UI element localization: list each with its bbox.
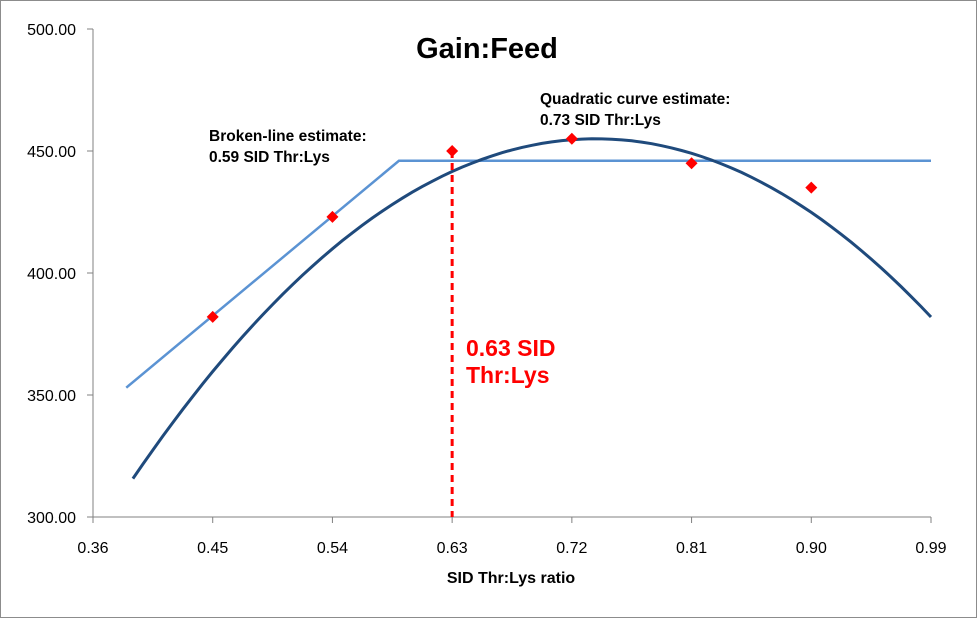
data-point	[805, 181, 818, 194]
y-tick-label: 350.00	[27, 388, 76, 405]
x-tick-label: 0.81	[676, 540, 707, 557]
data-point	[685, 157, 698, 170]
data-point	[326, 210, 339, 223]
quadratic-curve-series	[131, 137, 933, 480]
reference-label-line1: 0.63 SID	[466, 335, 556, 361]
y-tick-label: 500.00	[27, 22, 76, 39]
x-tick-label: 0.36	[77, 540, 108, 557]
x-tick-label: 0.45	[197, 540, 228, 557]
broken-line-annotation-line2: 0.59 SID Thr:Lys	[209, 149, 330, 166]
broken-line-annotation-line1: Broken-line estimate:	[209, 128, 367, 145]
y-tick-label: 450.00	[27, 144, 76, 161]
y-tick-label: 300.00	[27, 510, 76, 527]
data-point	[206, 310, 219, 323]
data-point	[446, 145, 459, 157]
quadratic-annotation-line2: 0.73 SID Thr:Lys	[540, 112, 661, 129]
x-tick-label: 0.63	[437, 540, 468, 557]
quadratic-annotation-line1: Quadratic curve estimate:	[540, 91, 730, 108]
x-axis-label: SID Thr:Lys ratio	[447, 570, 576, 587]
x-tick-label: 0.72	[556, 540, 587, 557]
x-tick-label: 0.54	[317, 540, 348, 557]
broken-line-series	[125, 159, 931, 389]
data-point	[565, 132, 578, 145]
y-tick-label: 400.00	[27, 266, 76, 283]
x-tick-label: 0.90	[796, 540, 827, 557]
reference-label-line2: Thr:Lys	[466, 362, 550, 388]
x-tick-label: 0.99	[915, 540, 946, 557]
chart-title: Gain:Feed	[416, 33, 558, 65]
